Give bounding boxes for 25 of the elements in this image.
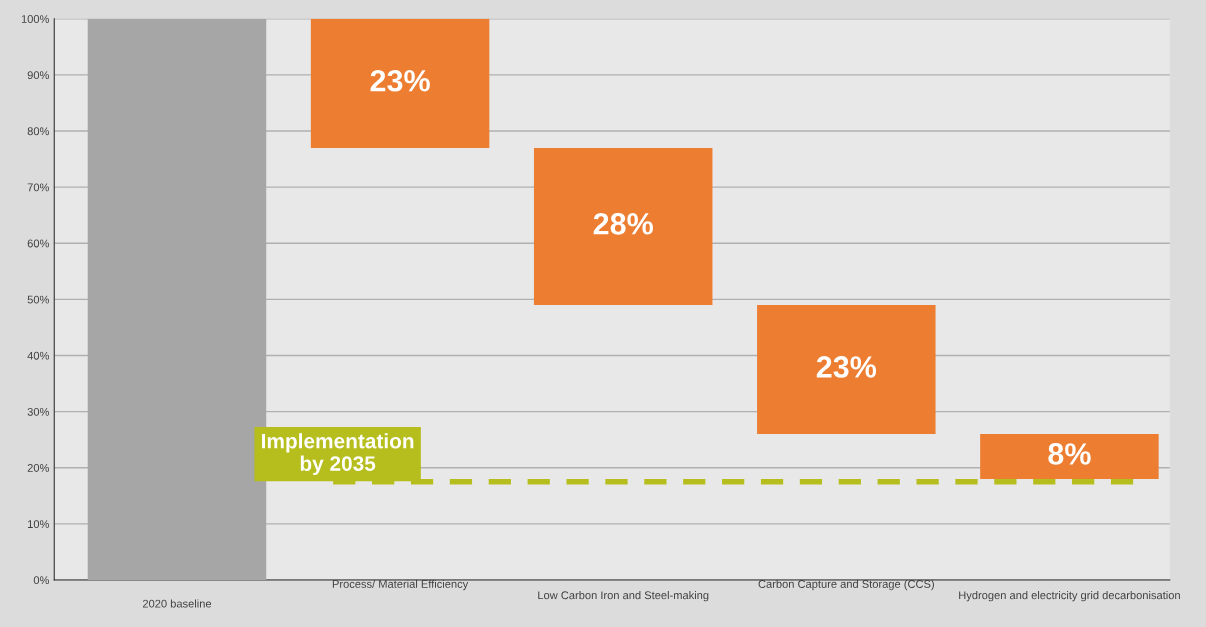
y-tick-label: 80% <box>27 127 50 136</box>
data-label: 8% <box>1048 443 1091 465</box>
ref-line-label: Implementation by 2035 <box>262 433 414 476</box>
y-tick-label: 30% <box>27 407 50 416</box>
x-tick-label: Carbon Capture and Storage (CCS) <box>758 579 934 591</box>
data-label: 28% <box>593 213 653 235</box>
x-tick-label: Hydrogen and electricity grid decarbonisation <box>959 591 1180 602</box>
x-tick-label: Low Carbon Iron and Steel-making <box>538 591 709 602</box>
data-label: 23% <box>816 356 877 378</box>
bar <box>980 434 1159 479</box>
y-tick-label: 10% <box>28 520 50 528</box>
y-tick-label: 0% <box>33 576 50 585</box>
y-tick-label: 20% <box>27 464 50 472</box>
y-tick-label: 50% <box>27 295 50 304</box>
x-tick-label: 2020 baseline <box>142 599 212 608</box>
data-label: 23% <box>370 69 430 92</box>
x-tick-label: Process/ Material Efficiency <box>332 579 469 591</box>
y-tick-label: 40% <box>27 351 50 360</box>
bar <box>757 305 936 435</box>
bar <box>533 147 713 305</box>
bar <box>310 18 490 148</box>
y-tick-label: 90% <box>27 71 50 80</box>
y-tick-label: 60% <box>27 239 50 248</box>
y-tick-label: 70% <box>27 183 50 192</box>
y-tick-label: 100% <box>21 15 50 23</box>
